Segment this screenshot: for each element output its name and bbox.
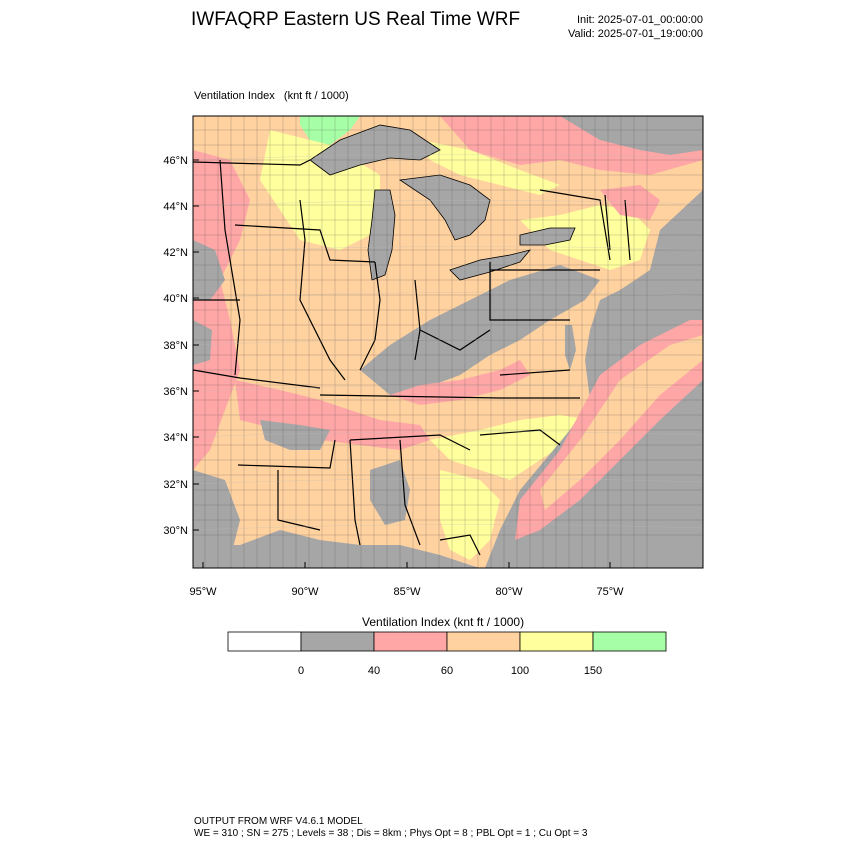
lon-tick-marks: [202, 562, 611, 568]
ocean-orange-streak: [540, 335, 703, 510]
colorbar-tick-label: 0: [298, 665, 304, 677]
map-frame: [192, 115, 704, 569]
field-title: Ventilation Index (knt ft / 1000): [194, 90, 349, 102]
pink-new-england: [600, 185, 660, 220]
gray-west-1: [193, 240, 225, 300]
colorbar-bin: [300, 631, 375, 652]
lon-tick-label: 90°W: [291, 586, 319, 598]
state-borders: [193, 159, 631, 556]
graticule: [193, 154, 703, 531]
field-units: (knt ft / 1000): [283, 90, 349, 102]
footer-config-line: WE = 310 ; SN = 275 ; Levels = 38 ; Dis …: [194, 828, 588, 839]
yellow-carolinas: [430, 415, 590, 480]
colorbar-tick-label: 100: [511, 665, 529, 677]
lake-huron: [398, 174, 491, 241]
colorbar-tick-labels: 0 40 60 100 150: [298, 665, 602, 677]
lake-superior: [309, 124, 441, 176]
lat-tick-label: 32°N: [163, 479, 188, 491]
colorbar-bin: [373, 631, 448, 652]
county-lines: [193, 116, 703, 568]
lat-tick-label: 38°N: [163, 340, 188, 352]
green-patch: [300, 116, 360, 145]
init-time: Init: 2025-07-01_00:00:00: [577, 14, 703, 26]
map-panel: 46°N 44°N 42°N 40°N 38°N 36°N 34°N 32°N …: [163, 115, 704, 598]
lat-tick-marks: [193, 159, 199, 531]
lon-tick-labels: 95°W 90°W 85°W 80°W 75°W: [189, 586, 624, 598]
lat-tick-labels: 46°N 44°N 42°N 40°N 38°N 36°N 34°N 32°N …: [163, 155, 188, 537]
yellow-northeast: [520, 205, 650, 270]
lon-tick-label: 75°W: [596, 586, 624, 598]
lat-tick-label: 30°N: [163, 525, 188, 537]
chesapeake-bay: [565, 325, 576, 370]
gray-west-2: [193, 320, 212, 365]
colorbar-bin: [227, 631, 302, 652]
lat-tick-label: 40°N: [163, 293, 188, 305]
gulf-of-mexico: [193, 530, 480, 568]
lat-tick-label: 46°N: [163, 155, 188, 167]
lat-tick-label: 34°N: [163, 432, 188, 444]
valid-time: Valid: 2025-07-01_19:00:00: [568, 28, 703, 40]
colorbar-bin: [446, 631, 521, 652]
lake-ontario: [519, 227, 576, 246]
colorbar-tick-label: 40: [368, 665, 380, 677]
footer-model-line: OUTPUT FROM WRF V4.6.1 MODEL: [194, 816, 363, 827]
lat-tick-label: 44°N: [163, 201, 188, 213]
colorbar-bin: [519, 631, 594, 652]
canada-yellow: [420, 140, 560, 195]
lat-tick-label: 42°N: [163, 247, 188, 259]
gray-midsouth: [260, 420, 330, 450]
legend-title: Ventilation Index (knt ft / 1000): [362, 615, 525, 629]
gray-appalachian: [360, 265, 600, 395]
plot-title: IWFAQRP Eastern US Real Time WRF: [191, 9, 521, 30]
lon-tick-label: 80°W: [495, 586, 523, 598]
colorbar-bins: [227, 631, 667, 652]
canada-gray: [560, 116, 703, 155]
lon-tick-label: 85°W: [393, 586, 421, 598]
colorbar-bin: [592, 631, 667, 652]
atlantic-ocean: [485, 190, 703, 568]
gray-southwest: [193, 470, 240, 568]
field-name: Ventilation Index: [194, 90, 275, 102]
colorbar-tick-label: 60: [441, 665, 453, 677]
lon-tick-label: 95°W: [189, 586, 217, 598]
map-canvas: [193, 116, 703, 568]
colorbar-tick-label: 150: [584, 665, 602, 677]
lat-tick-label: 36°N: [163, 386, 188, 398]
pink-appalachian: [390, 360, 530, 405]
